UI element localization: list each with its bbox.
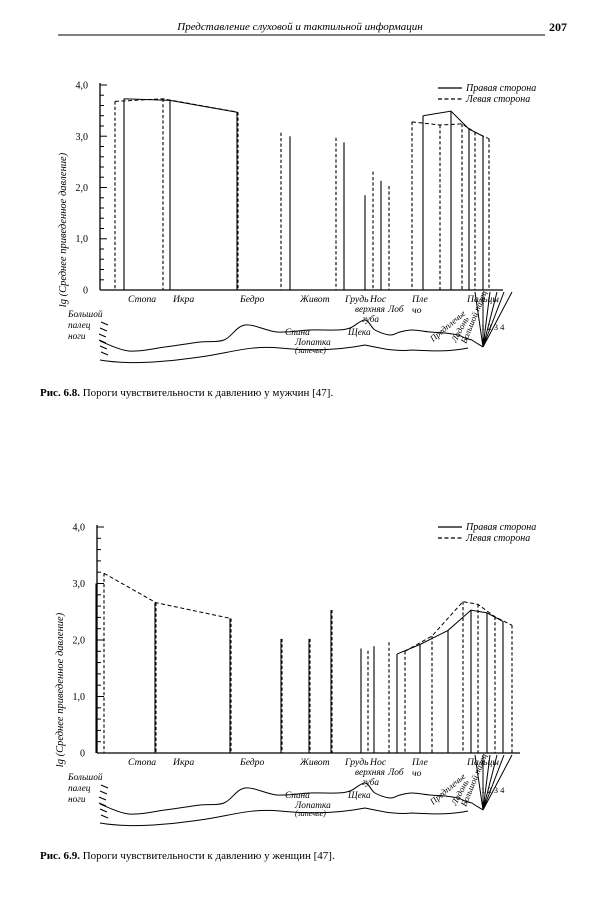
svg-text:Большой: Большой <box>67 309 103 320</box>
svg-text:3,0: 3,0 <box>73 579 86 590</box>
svg-text:Спина: Спина <box>285 791 310 801</box>
svg-text:Живот: Живот <box>299 294 330 305</box>
svg-text:2,0: 2,0 <box>73 636 86 647</box>
svg-text:Левая сторона: Левая сторона <box>465 533 530 544</box>
svg-text:чо: чо <box>412 768 422 779</box>
svg-text:Нос: Нос <box>369 757 387 768</box>
svg-text:ноги: ноги <box>68 795 86 805</box>
svg-text:палец: палец <box>68 321 91 331</box>
svg-text:Бедро: Бедро <box>239 294 265 305</box>
svg-text:Щека: Щека <box>347 791 371 801</box>
svg-text:губа: губа <box>362 314 379 325</box>
svg-text:Большой: Большой <box>67 772 103 783</box>
svg-text:Рис. 6.9. Пороги чувствительно: Рис. 6.9. Пороги чувствительности к давл… <box>40 850 335 862</box>
svg-text:Икра: Икра <box>172 757 194 768</box>
svg-text:Щека: Щека <box>347 328 371 338</box>
svg-text:Живот: Живот <box>299 757 330 768</box>
svg-text:1,0: 1,0 <box>76 234 89 245</box>
svg-text:верхняя: верхняя <box>355 305 385 315</box>
svg-text:Левая сторона: Левая сторона <box>465 94 530 105</box>
svg-text:Стопа: Стопа <box>128 294 156 305</box>
svg-text:Спина: Спина <box>285 328 310 338</box>
svg-text:Правая сторона: Правая сторона <box>465 83 536 94</box>
svg-text:lg (Среднее приведенное давлен: lg (Среднее приведенное давление) <box>55 612 66 767</box>
svg-text:1 2 3 4: 1 2 3 4 <box>481 785 505 795</box>
svg-text:Стопа: Стопа <box>128 757 156 768</box>
svg-text:Лоб: Лоб <box>387 767 404 778</box>
svg-text:Икра: Икра <box>172 294 194 305</box>
svg-text:губа: губа <box>362 777 379 788</box>
svg-text:1 2 3 4: 1 2 3 4 <box>481 322 505 332</box>
svg-text:(запечье): (запечье) <box>295 346 326 355</box>
svg-text:Пле: Пле <box>411 757 428 768</box>
svg-text:(запечье): (запечье) <box>295 809 326 818</box>
svg-text:2,0: 2,0 <box>76 183 89 194</box>
svg-text:палец: палец <box>68 784 91 794</box>
svg-text:Бедро: Бедро <box>239 757 265 768</box>
svg-text:Нос: Нос <box>369 294 387 305</box>
svg-text:lg (Среднее приведенное давлен: lg (Среднее приведенное давление) <box>58 152 69 307</box>
svg-text:Грудь: Грудь <box>344 294 369 305</box>
svg-text:4,0: 4,0 <box>76 81 89 92</box>
svg-text:Рис. 6.8. Пороги чувствительно: Рис. 6.8. Пороги чувствительности к давл… <box>40 387 333 399</box>
svg-text:3,0: 3,0 <box>76 132 89 143</box>
svg-text:0: 0 <box>80 749 85 760</box>
svg-text:Пле: Пле <box>411 294 428 305</box>
svg-text:0: 0 <box>83 286 88 297</box>
svg-text:Грудь: Грудь <box>344 757 369 768</box>
svg-text:1,0: 1,0 <box>73 692 86 703</box>
svg-text:Правая сторона: Правая сторона <box>465 522 536 533</box>
svg-text:207: 207 <box>549 20 567 34</box>
svg-text:4,0: 4,0 <box>73 523 86 534</box>
svg-text:ноги: ноги <box>68 332 86 342</box>
svg-text:Представление слуховой и такти: Представление слуховой и тактильной инфо… <box>176 21 423 33</box>
svg-text:верхняя: верхняя <box>355 768 385 778</box>
svg-text:чо: чо <box>412 305 422 316</box>
svg-text:Лоб: Лоб <box>387 304 404 315</box>
